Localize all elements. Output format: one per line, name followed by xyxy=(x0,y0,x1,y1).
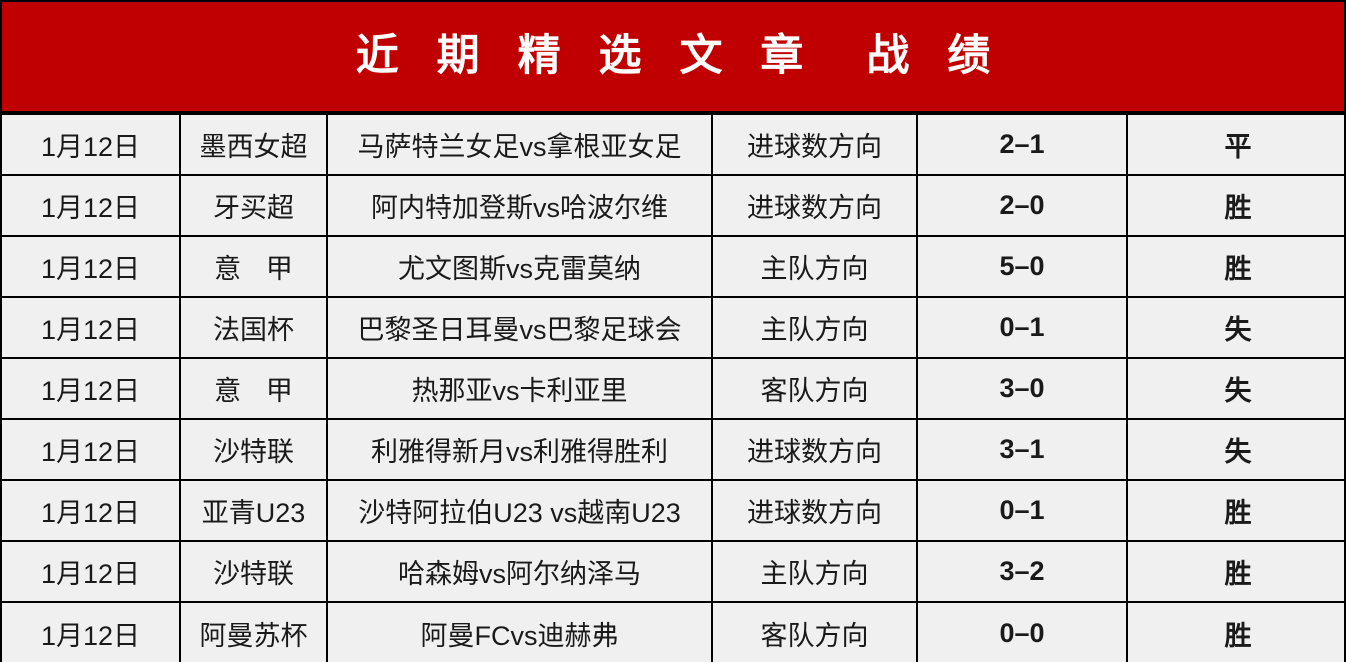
cell-score: 0–1 xyxy=(917,479,1128,542)
cell-league: 墨西女超 xyxy=(180,113,328,176)
cell-direction: 客队方向 xyxy=(712,357,918,420)
cell-result: 失 xyxy=(1127,357,1344,420)
cell-match: 阿内特加登斯vs哈波尔维 xyxy=(327,174,713,237)
cell-date: 1月12日 xyxy=(2,296,181,359)
cell-score: 2–0 xyxy=(917,174,1128,237)
cell-score: 3–1 xyxy=(917,418,1128,481)
cell-date: 1月12日 xyxy=(2,235,181,298)
table-row[interactable]: 1月12日 沙特联 哈森姆vs阿尔纳泽马 主队方向 3–2 胜 xyxy=(2,540,1344,603)
match-results-table: 1月12日 墨西女超 马萨特兰女足vs拿根亚女足 进球数方向 2–1 平 1月12日 牙买超阿… xyxy=(2,113,1344,662)
cell-match: 哈森姆vs阿尔纳泽马 xyxy=(327,540,713,603)
cell-result: 胜 xyxy=(1127,601,1344,662)
cell-direction: 进球数方向 xyxy=(712,418,918,481)
cell-result: 胜 xyxy=(1127,174,1344,237)
table-row[interactable]: 1月12日意 甲热那亚vs卡利亚里 客队方向 3–0 失 xyxy=(2,357,1344,420)
cell-league: 阿曼苏杯 xyxy=(180,601,328,662)
cell-match: 阿曼FCvs迪赫弗 xyxy=(327,601,713,662)
cell-direction: 客队方向 xyxy=(712,601,918,662)
table-row[interactable]: 1月12日 墨西女超 马萨特兰女足vs拿根亚女足 进球数方向 2–1 平 xyxy=(2,113,1344,176)
page-title: 近 期 精 选 文 章 战 绩 xyxy=(355,32,1004,80)
table-row[interactable]: 1月12日 法国杯 巴黎圣日耳曼vs巴黎足球会 主队方向 0–1 失 xyxy=(2,296,1344,359)
cell-result: 胜 xyxy=(1127,479,1344,542)
table-row[interactable]: 1月12日意 甲尤文图斯vs克雷莫纳 主队方向 5–0 胜 xyxy=(2,235,1344,298)
cell-direction: 主队方向 xyxy=(712,296,918,359)
cell-league: 意 甲 xyxy=(180,235,328,298)
cell-match: 尤文图斯vs克雷莫纳 xyxy=(327,235,713,298)
cell-match: 马萨特兰女足vs拿根亚女足 xyxy=(327,113,713,176)
page-banner: 近 期 精 选 文 章 战 绩 xyxy=(2,0,1344,113)
cell-league: 牙买超 xyxy=(180,174,328,237)
cell-score: 5–0 xyxy=(917,235,1128,298)
cell-direction: 进球数方向 xyxy=(712,113,918,176)
cell-date: 1月12日 xyxy=(2,479,181,542)
cell-result: 平 xyxy=(1127,113,1344,176)
cell-match: 沙特阿拉伯U23 vs越南U23 xyxy=(327,479,713,542)
cell-league: 沙特联 xyxy=(180,540,328,603)
table-row[interactable]: 1月12日 亚青U23 沙特阿拉伯U23 vs越南U23 进球数方向 0–1 胜 xyxy=(2,479,1344,542)
table-row[interactable]: 1月12日 沙特联 利雅得新月vs利雅得胜利 进球数方向 3–1 失 xyxy=(2,418,1344,481)
table-body: 1月12日 墨西女超 马萨特兰女足vs拿根亚女足 进球数方向 2–1 平 1月12日 牙买超阿… xyxy=(2,113,1344,662)
cell-match: 热那亚vs卡利亚里 xyxy=(327,357,713,420)
cell-direction: 主队方向 xyxy=(712,235,918,298)
cell-direction: 进球数方向 xyxy=(712,479,918,542)
cell-score: 3–0 xyxy=(917,357,1128,420)
cell-direction: 主队方向 xyxy=(712,540,918,603)
cell-result: 胜 xyxy=(1127,540,1344,603)
cell-date: 1月12日 xyxy=(2,174,181,237)
cell-result: 失 xyxy=(1127,296,1344,359)
cell-result: 失 xyxy=(1127,418,1344,481)
cell-league: 法国杯 xyxy=(180,296,328,359)
cell-direction: 进球数方向 xyxy=(712,174,918,237)
cell-date: 1月12日 xyxy=(2,113,181,176)
cell-league: 亚青U23 xyxy=(180,479,328,542)
table-row[interactable]: 1月12日 阿曼苏杯 阿曼FCvs迪赫弗 客队方向 0–0 胜 xyxy=(2,601,1344,662)
cell-date: 1月12日 xyxy=(2,601,181,662)
cell-result: 胜 xyxy=(1127,235,1344,298)
cell-league: 沙特联 xyxy=(180,418,328,481)
cell-score: 3–2 xyxy=(917,540,1128,603)
cell-date: 1月12日 xyxy=(2,357,181,420)
cell-league: 意 甲 xyxy=(180,357,328,420)
cell-score: 0–1 xyxy=(917,296,1128,359)
table-row[interactable]: 1月12日 牙买超 阿内特加登斯vs哈波尔维 进球数方向 2–0 胜 xyxy=(2,174,1344,237)
cell-match: 利雅得新月vs利雅得胜利 xyxy=(327,418,713,481)
cell-date: 1月12日 xyxy=(2,418,181,481)
cell-match: 巴黎圣日耳曼vs巴黎足球会 xyxy=(327,296,713,359)
cell-score: 2–1 xyxy=(917,113,1128,176)
cell-date: 1月12日 xyxy=(2,540,181,603)
cell-score: 0–0 xyxy=(917,601,1128,662)
